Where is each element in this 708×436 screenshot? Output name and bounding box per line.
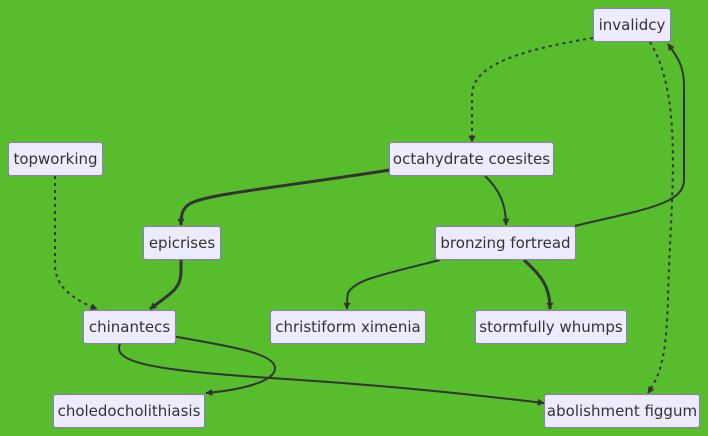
node-epicrises[interactable]: epicrises — [143, 226, 221, 260]
edge-invalidcy-to-octahydrate-coesites — [468, 37, 594, 143]
node-bronzing-fortread[interactable]: bronzing fortread — [435, 226, 576, 260]
edge-chinantecs-to-abolishment-figgum — [117, 343, 545, 406]
edge-octahydrate-coesites-to-epicrises — [177, 168, 391, 226]
node-christiform-ximenia[interactable]: christiform ximenia — [270, 310, 426, 344]
edge-bronzing-fortread-to-stormfully-whumps — [522, 258, 554, 310]
node-abolishment-figgum[interactable]: abolishment figgum — [544, 394, 700, 428]
edge-invalidcy-to-abolishment-figgum — [647, 41, 674, 394]
node-octahydrate-coesites[interactable]: octahydrate coesites — [389, 142, 554, 176]
node-chinantecs[interactable]: chinantecs — [83, 310, 176, 344]
edge-octahydrate-coesites-to-bronzing-fortread — [484, 175, 510, 226]
edge-topworking-to-chinantecs — [54, 176, 98, 310]
edge-epicrises-to-chinantecs — [149, 260, 183, 311]
edge-bronzing-fortread-to-invalidcy — [574, 43, 685, 227]
node-choledocholithiasis[interactable]: choledocholithiasis — [53, 394, 205, 428]
node-topworking[interactable]: topworking — [8, 142, 103, 176]
node-stormfully-whumps[interactable]: stormfully whumps — [475, 310, 627, 344]
node-invalidcy[interactable]: invalidcy — [593, 8, 671, 42]
edge-bronzing-fortread-to-christiform-ximenia — [343, 259, 441, 310]
edge-chinantecs-to-choledocholithiasis — [171, 335, 277, 396]
